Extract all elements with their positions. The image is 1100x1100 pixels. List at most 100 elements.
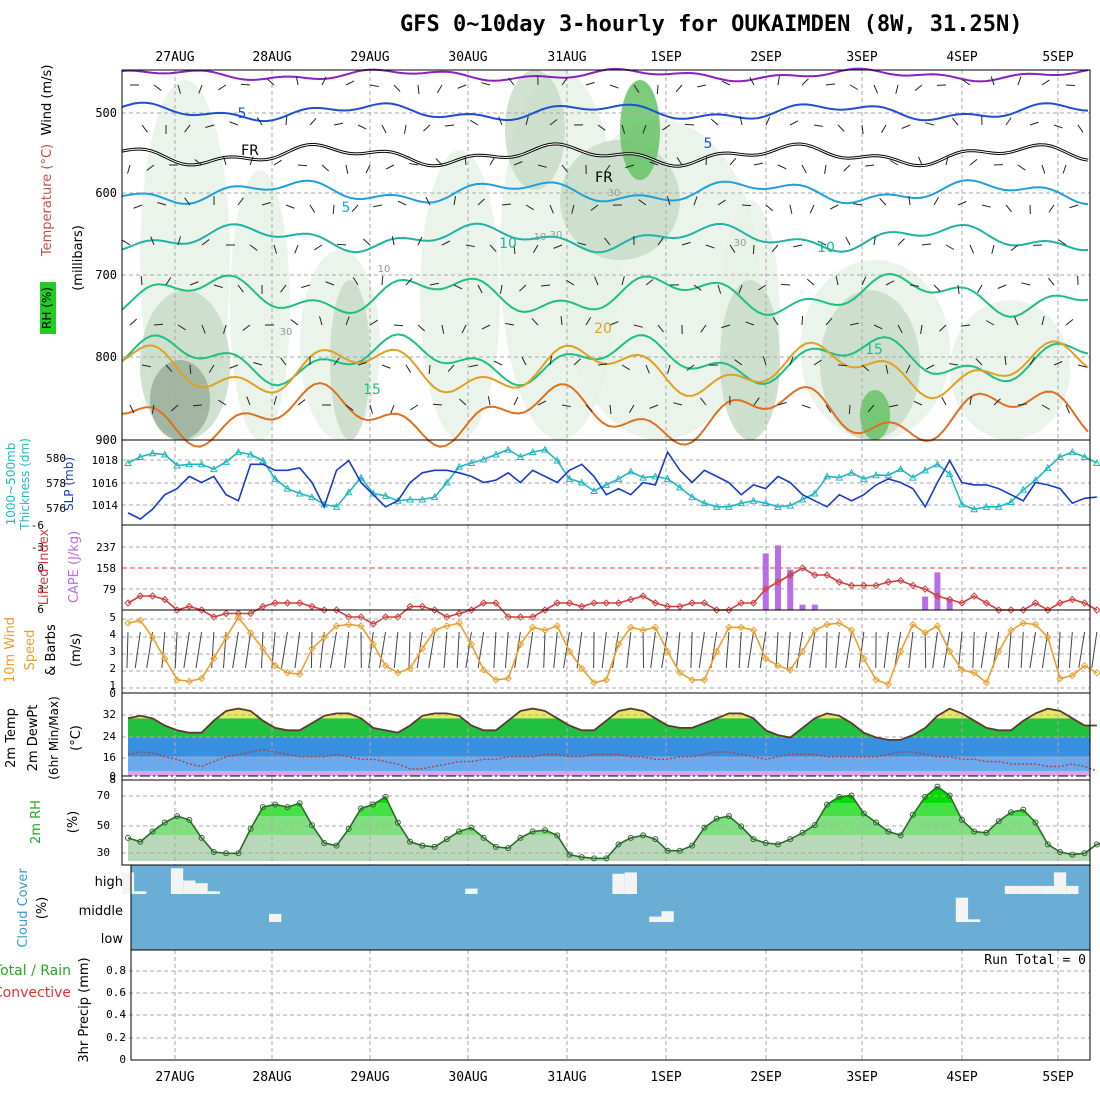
temp-tick: 24: [103, 730, 117, 743]
wind-barb: [985, 320, 995, 326]
wind-barb: [273, 244, 277, 254]
lifted-index-series-marker: [565, 599, 574, 607]
date-label-bottom: 27AUG: [155, 1070, 194, 1085]
wind-barb: [381, 275, 384, 286]
wind-barb: [881, 124, 887, 134]
lifted-index-series-marker: [872, 581, 880, 590]
rh-series-marker: [627, 834, 634, 841]
thickness-series-marker: [676, 483, 684, 491]
wind-barb: [444, 124, 455, 127]
rh-series-marker: [946, 792, 953, 799]
temp-band: [128, 708, 1090, 719]
rh-series-marker: [701, 824, 708, 831]
lifted-index-series-marker: [173, 606, 181, 614]
wind-barb: [540, 284, 551, 287]
thickness-series-marker: [810, 489, 819, 497]
wind-barb: [1005, 117, 1012, 126]
wind-barb: [925, 364, 935, 370]
rh-series-marker: [603, 855, 610, 862]
wind-barb: [229, 121, 239, 126]
wind-barb: [345, 80, 355, 86]
cloud-level-label: middle: [79, 904, 123, 919]
wind-barb: [405, 277, 413, 286]
wind-speed-series-marker: [1056, 674, 1064, 683]
rh2m-axis-label: 2m RH: [29, 800, 44, 844]
wind-barb: [537, 400, 547, 406]
wind-speed-series-marker: [271, 661, 279, 670]
lifted-index-series-marker: [945, 595, 954, 604]
thickness-series-marker: [1019, 485, 1028, 493]
date-label-bottom: 30AUG: [448, 1070, 487, 1085]
wind-speed-series-marker: [639, 626, 647, 634]
surface-wind-barb: [1041, 631, 1049, 669]
wind-barb: [218, 399, 227, 406]
contour-label: 30: [734, 238, 747, 249]
wind-barb: [597, 124, 606, 131]
surface-wind-barb: [232, 631, 239, 669]
millibars-axis-label: (millibars): [71, 225, 86, 291]
wind-barb: [721, 80, 731, 86]
surface-wind-barb: [244, 631, 252, 669]
wind-speed-series-marker: [909, 620, 917, 629]
wind-speed-series-marker: [786, 666, 794, 674]
surface-wind-barb: [747, 631, 754, 669]
contour-label: 30: [280, 327, 293, 338]
wind-barb: [1053, 124, 1063, 129]
surface-wind-barb: [393, 631, 399, 669]
wind-barb: [824, 164, 827, 174]
wind-barb: [771, 244, 779, 253]
wind-speed-series-marker: [958, 666, 966, 674]
wind-axis-label: Wind (m/s): [40, 65, 55, 136]
lifted-index-series-marker: [394, 613, 402, 621]
lifted-index-series-marker: [381, 613, 390, 621]
wind-barb: [621, 276, 625, 286]
thickness-series-marker: [577, 478, 586, 486]
rh-series-marker: [750, 836, 757, 843]
precip-tick: 0.2: [106, 1031, 126, 1044]
wind-barb: [889, 160, 899, 166]
rh-series-marker: [259, 804, 266, 811]
wind-barb: [246, 396, 251, 406]
surface-wind-barb: [456, 631, 460, 669]
lifted-index-series-marker: [970, 592, 978, 600]
surface-wind-barb: [465, 631, 472, 669]
wind-barb: [285, 115, 288, 126]
surface-wind-barb: [924, 631, 927, 669]
wind-speed-series-marker: [995, 647, 1003, 656]
pressure-tick: 800: [95, 350, 117, 364]
surface-wind-barb: [1078, 631, 1086, 669]
rh-series-marker: [456, 828, 463, 835]
wind-barb: [1053, 361, 1063, 366]
wind-tick: 2: [109, 662, 116, 675]
date-label-bottom: 31AUG: [547, 1070, 586, 1085]
cape-axis-label: CAPE (J/kg): [67, 531, 82, 603]
surface-wind-barb: [563, 631, 570, 669]
wind-barb: [151, 404, 155, 414]
thickness-series-marker: [541, 445, 549, 453]
wind-barb: [508, 77, 515, 86]
wind-barb: [573, 358, 581, 366]
thickness-series-marker: [185, 460, 194, 468]
wind-barb: [941, 396, 947, 406]
rh-series-marker: [836, 793, 843, 800]
lifted-index-series-marker: [700, 599, 709, 607]
wind-barb: [585, 404, 593, 412]
wind-barb: [638, 199, 647, 206]
thickness-series-marker: [516, 452, 525, 460]
wind-speed-series-marker: [308, 644, 316, 653]
temp-contour-blue: [121, 101, 1089, 123]
rh-series-marker: [235, 850, 242, 857]
wind-barb: [133, 204, 143, 209]
rh-series-marker: [529, 828, 536, 835]
wind-barb: [280, 284, 287, 293]
pressure-tick: 900: [95, 433, 117, 447]
surface-wind-barb: [883, 631, 889, 669]
rh-series-marker: [296, 800, 303, 807]
wind-barb: [242, 324, 251, 331]
thickness-series-marker: [774, 502, 782, 510]
wind-speed-series-marker: [1019, 619, 1027, 627]
wind-speed-series-marker: [467, 640, 476, 649]
rh-series-marker: [198, 834, 205, 841]
wind-barb: [577, 242, 587, 246]
cloud-level-label: low: [101, 932, 124, 947]
